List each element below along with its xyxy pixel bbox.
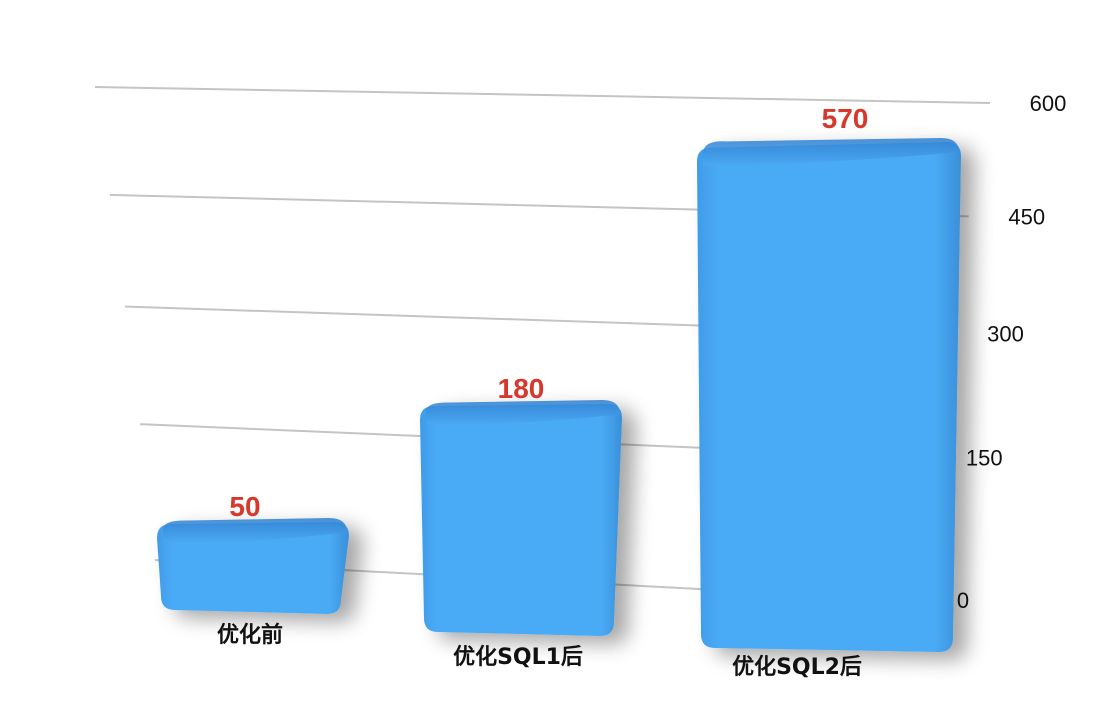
y-tick-label: 0 [957,588,969,613]
data-label: 180 [498,373,545,404]
bar-top-face [163,518,347,543]
y-tick-label: 600 [1030,91,1067,116]
data-labels: 50 180 570 [229,103,868,522]
bar-body [157,522,349,614]
data-label: 50 [229,491,260,522]
bar-top-face [703,138,959,166]
bar-body [420,404,622,636]
y-tick-label: 300 [987,322,1024,347]
y-tick-label: 150 [966,445,1003,470]
bar-top-face [426,400,620,425]
bar-优化SQL1后 [420,400,622,636]
bar-优化SQL2后 [697,138,961,652]
bar-body [697,142,961,652]
bar-优化前 [157,518,349,614]
y-tick-label: 450 [1008,204,1045,229]
y-axis-ticks: 0 150 300 450 600 [957,91,1066,613]
x-category-label: 优化前 [217,622,283,648]
gridline-600 [94,86,991,104]
bars [157,138,961,652]
x-category-label: 优化SQL2后 [732,654,862,680]
x-category-label: 优化SQL1后 [453,644,583,670]
data-label: 570 [822,103,869,134]
